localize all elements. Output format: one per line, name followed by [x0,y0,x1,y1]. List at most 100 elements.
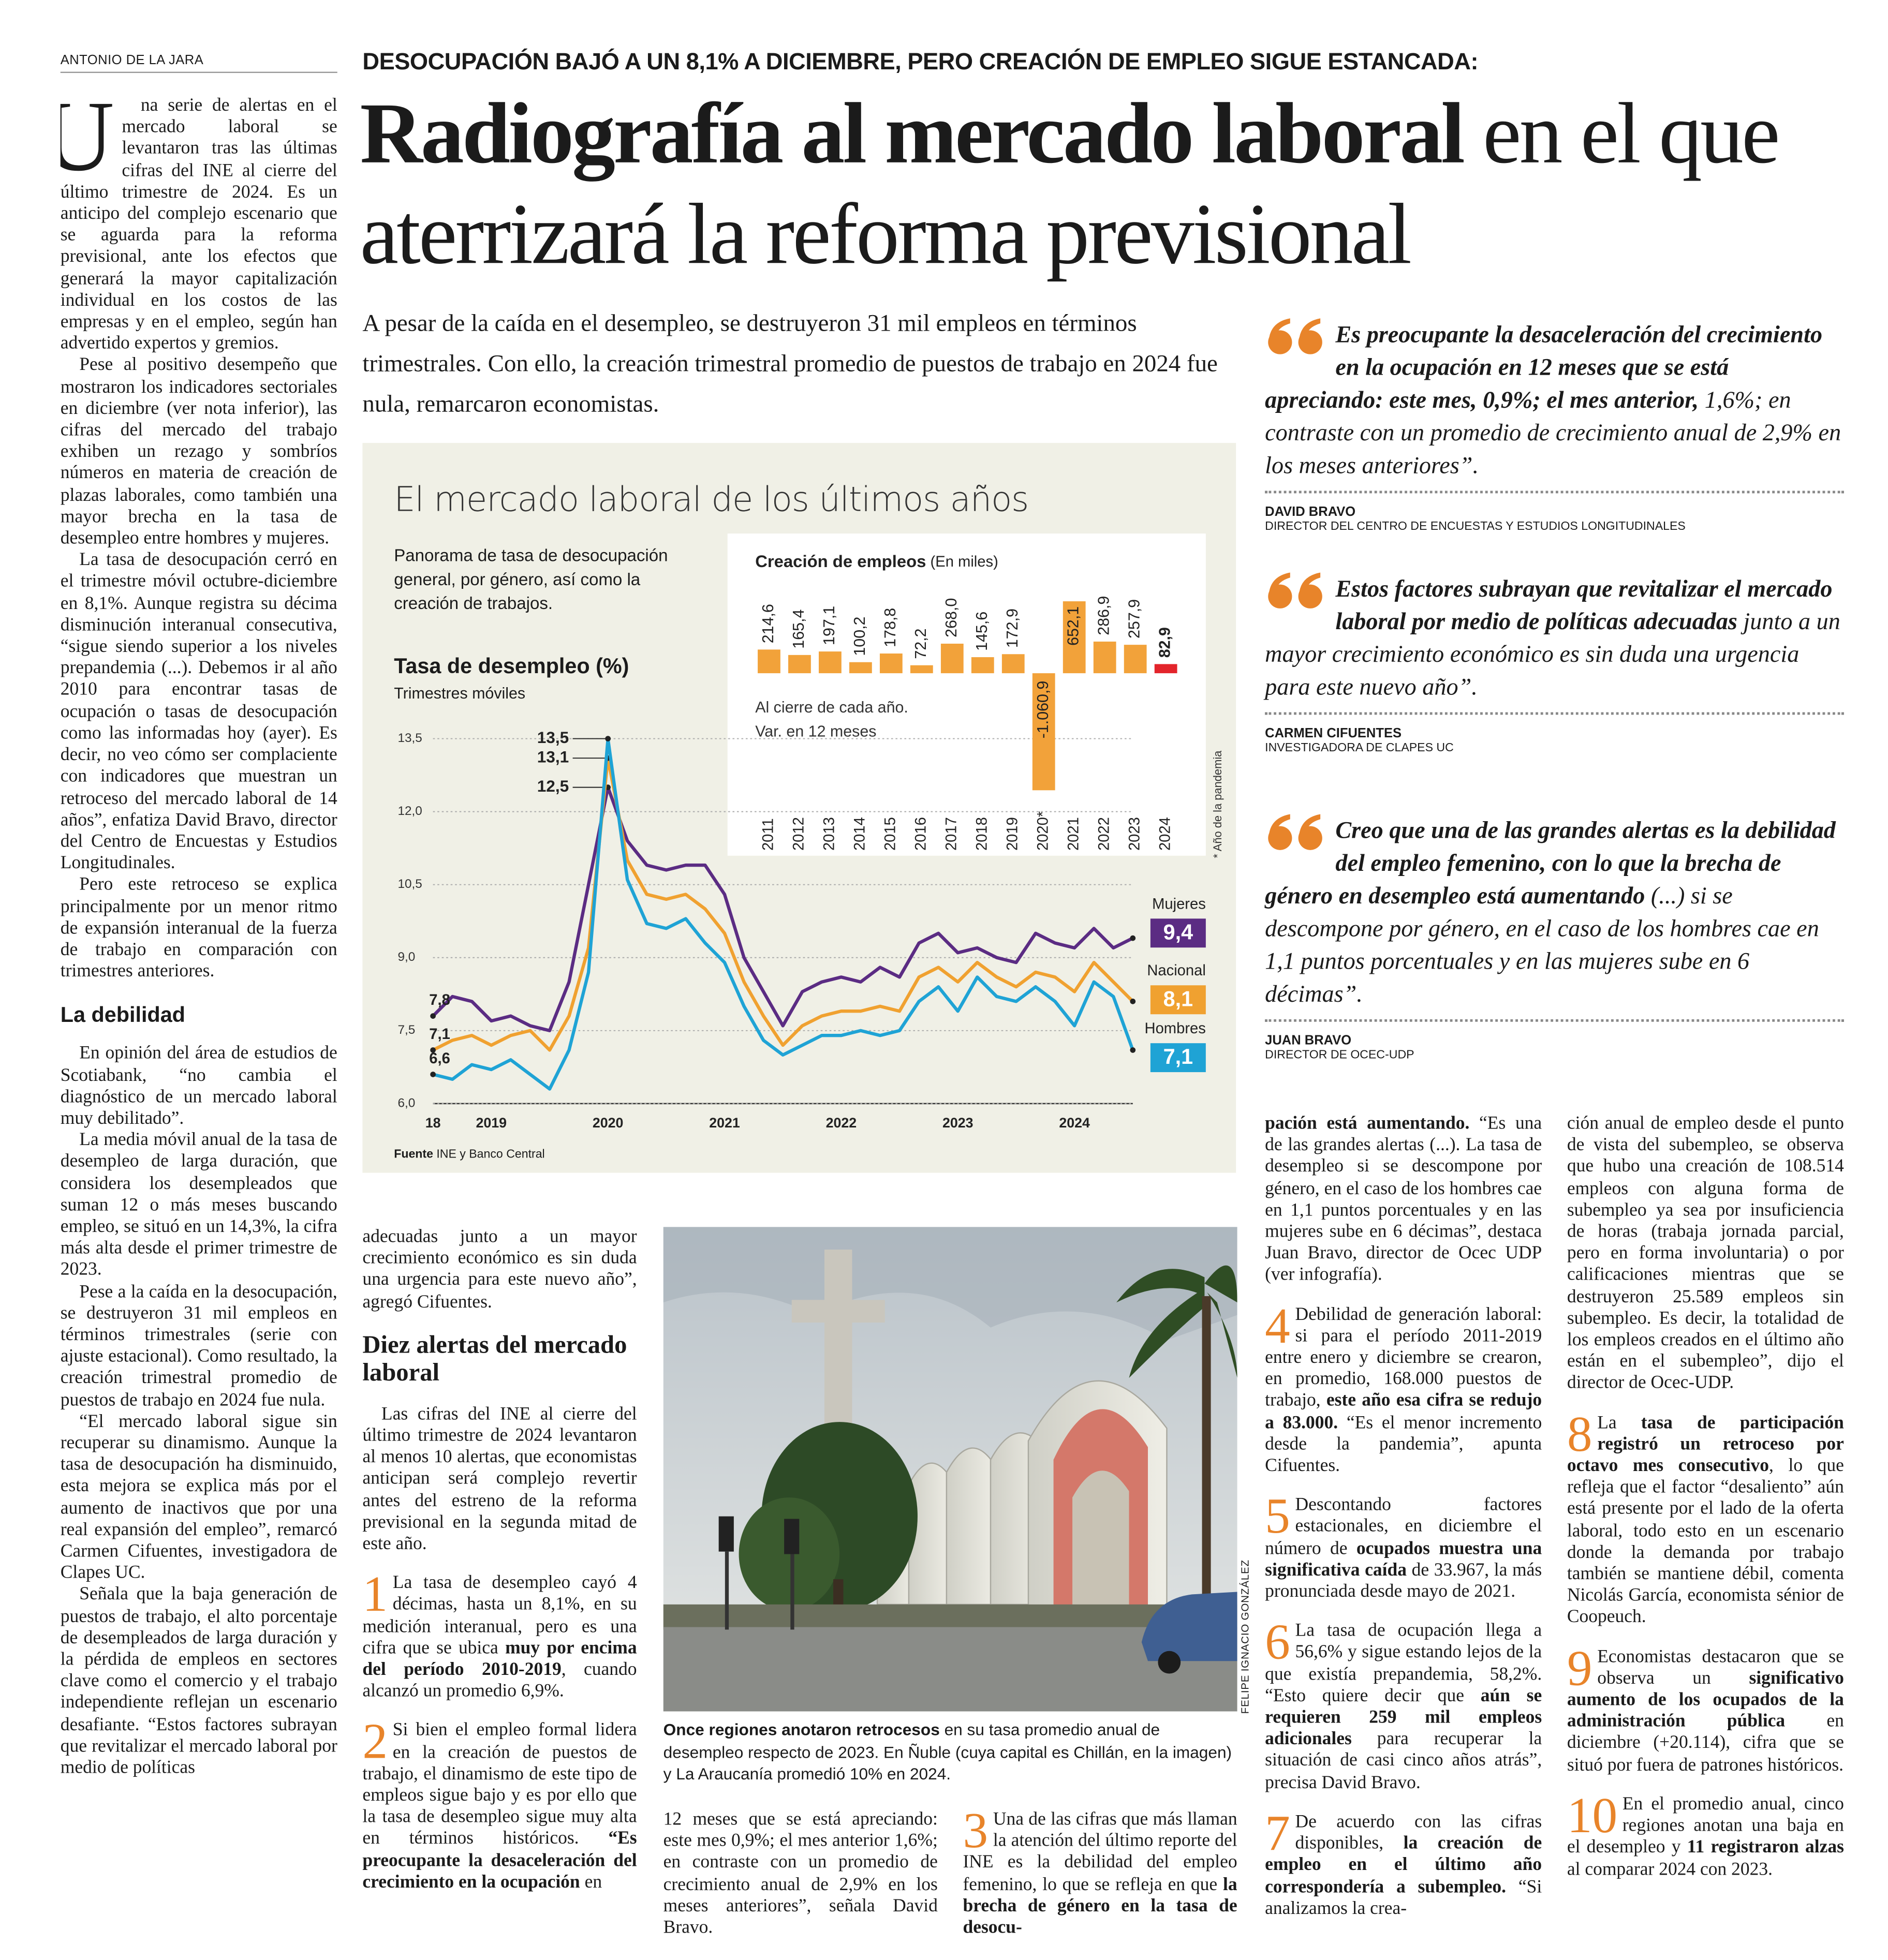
text: 12 meses que se está apreciando: este me… [663,1809,938,1938]
point [430,1072,436,1077]
text: , lo que refleja que el factor “desalien… [1567,1456,1844,1628]
quote-mark [1268,572,1322,608]
separator [1265,1019,1844,1022]
quote-author: JUAN BRAVO [1265,1033,1352,1048]
text: Economistas destacaron que se observa un [1597,1646,1844,1689]
x-tick-label: 18 [425,1115,441,1131]
x-tick-label: 2019 [1004,817,1021,851]
bold-text: la creación de empleo en el último año c… [1265,1833,1542,1897]
paragraph: Las cifras del INE al cierre del último … [362,1404,637,1556]
text: La [1597,1413,1641,1433]
quote-author: DAVID BRAVO [1265,504,1356,520]
separator [1265,712,1844,715]
column: adecuadas junto a un mayor crecimiento e… [362,1227,637,1947]
quote-role: INVESTIGADORA DE CLAPES UC [1265,741,1454,755]
x-tick-label: 2019 [476,1115,507,1131]
traffic-light [784,1519,800,1554]
numbered-item: 10 En el promedio anual, cinco regiones a… [1567,1787,1844,1881]
quote-mark [1268,318,1322,354]
item-number: 9 [1567,1639,1592,1696]
text: La tasa de desocupación cerró en el trim… [60,550,337,874]
note: Al cierre de cada año. [755,699,908,716]
bold-text: este año esa cifra se redujo a 83.000. [1265,1391,1542,1433]
numbered-item: 6 La tasa de ocupación llega a 56,6% y si… [1265,1617,1542,1794]
text: De acuerdo con las cifras disponibles, [1295,1811,1542,1854]
text: (...) si se descompone por género, en el… [1265,883,1819,1008]
point [430,1047,436,1053]
bold-text: 11 registraron alzas [1687,1837,1844,1858]
infographic-intro: Panorama de tasa de desocupación general… [394,546,668,613]
bold-text: Radiografía al mercado laboral [360,85,1465,182]
pull-quote: Estos factores subrayan que revitalizar … [1265,572,1844,756]
x-tick-label: 2020 [593,1115,624,1131]
bar [758,649,780,674]
text: “Si analizamos la crea- [1265,1877,1542,1919]
bold-text: “Es preocupante la desaceleración del cr… [362,1829,637,1893]
cathedral-door [1072,1471,1129,1617]
text: “El mercado laboral sigue sin recuperar … [60,1412,337,1583]
value-label: 6,6 [429,1050,450,1067]
y-tick-label: 9,0 [398,950,416,964]
value-box [1150,1043,1206,1073]
x-tick-label: 2022 [826,1115,857,1131]
bold-text: tasa de participación registró un retroc… [1567,1413,1844,1476]
quote-role: DIRECTOR DE OCEC-UDP [1265,1048,1414,1062]
deck: A pesar de la caída en el desempleo, se … [362,310,1218,418]
item-number: 10 [1567,1787,1618,1844]
numbered-item: 1 La tasa de desempleo cayó 4 décimas, ha… [362,1569,637,1703]
bar [1063,601,1086,674]
numbered-item: 5 Descontando factores estacionales, en d… [1265,1491,1542,1603]
value-label: -1.060,9 [1034,681,1052,739]
value-label: 7,1 [429,1026,450,1043]
value-label: 82,9 [1156,627,1174,658]
bar [1124,645,1147,674]
x-tick-label: 2011 [760,818,777,851]
bold-text: Es preocupante la desaceleración del cre… [1265,322,1823,414]
y-tick-label: 12,0 [398,804,422,818]
y-tick-label: 13,5 [398,731,422,745]
value-label: 145,6 [973,612,991,651]
bold-text: pación está aumentando. [1265,1113,1470,1134]
paragraph: La tasa de desocupación cerró en el trim… [61,550,337,875]
line-chart-subtitle: Trimestres móviles [394,685,526,703]
legend-label: Mujeres [1152,896,1206,912]
text: na serie de alertas en el mercado labora… [60,95,337,354]
text: Si bien el empleo formal lidera en la cr… [362,1720,637,1849]
x-tick-label: 2012 [791,817,807,851]
text: Una de las cifras que más llaman la aten… [963,1809,1237,1895]
photo-credit: FELIPE IGNACIO GONZÁLEZ [1238,1560,1251,1714]
text: Las cifras del INE al cierre del último … [362,1404,637,1554]
infographic-charts: 6,0 7,5 9,0 10,5 12,0 13,5 18 2019 2020 2021 2022 2… [398,552,1224,1131]
text: Pero este retroceso se explica principal… [60,875,337,982]
line-chart-title: Tasa de desempleo (%) [394,654,629,678]
bar [788,655,811,674]
bold-text: ocupados muestra una significativa caída [1265,1538,1542,1581]
x-tick-label: 2021 [709,1115,740,1131]
text: en su tasa promedio anual de desempleo r… [663,1720,1232,1784]
point [1130,1047,1136,1053]
car [1141,1592,1237,1661]
pull-quote: Es preocupante la desaceleración del cre… [1265,318,1844,535]
x-tick-label: 2013 [821,817,838,851]
column: 3 Una de las cifras que más llaman la ate… [963,1809,1237,1946]
text: 1,6%; en contraste con un promedio de cr… [1265,388,1841,480]
text: , cuando alcanzó un promedio 6,9%. [362,1659,637,1702]
bar [1032,673,1055,791]
car-wheel [1158,1651,1181,1674]
bar [1093,641,1116,674]
text: La tasa de desempleo cayó 4 décimas, has… [362,1573,637,1658]
quote-text: Creo que una de las grandes alertas es l… [1265,818,1836,1008]
value-label: 197,1 [820,606,838,645]
value-label: 13,1 [537,748,569,766]
x-tick-label: 2024 [1157,817,1173,851]
bar [849,662,872,674]
point [430,1013,436,1019]
text: al comparar 2024 con 2023. [1567,1859,1773,1880]
x-tick-label: 2020* [1035,811,1051,851]
numbered-item: 9 Economistas destacaron que se observa u… [1567,1639,1844,1777]
value-box [1150,985,1206,1015]
item-number: 7 [1265,1804,1290,1861]
paragraph: pación está aumentando. “Es una de las g… [1265,1113,1542,1287]
